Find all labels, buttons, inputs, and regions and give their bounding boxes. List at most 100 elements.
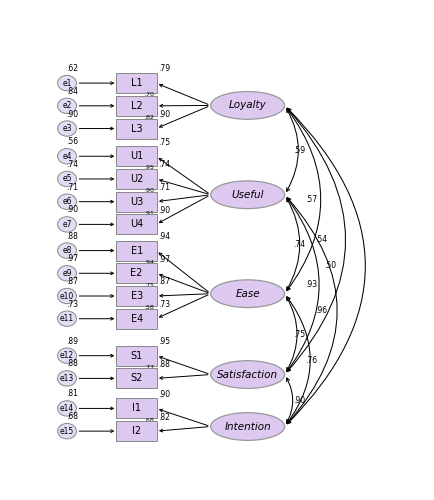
Text: .50: .50 [324, 262, 336, 270]
Text: e1: e1 [62, 78, 72, 88]
FancyBboxPatch shape [116, 368, 157, 388]
Text: .81: .81 [66, 390, 78, 398]
FancyBboxPatch shape [116, 118, 157, 139]
FancyBboxPatch shape [116, 169, 157, 189]
Text: E3: E3 [131, 291, 143, 301]
Text: .58: .58 [145, 305, 155, 310]
Text: e9: e9 [62, 269, 72, 278]
Text: .88: .88 [66, 360, 78, 368]
Ellipse shape [210, 280, 285, 307]
Ellipse shape [58, 370, 76, 386]
FancyBboxPatch shape [116, 398, 157, 418]
Text: .62: .62 [66, 64, 78, 73]
FancyBboxPatch shape [116, 192, 157, 212]
Text: .96: .96 [315, 306, 327, 315]
Text: .82: .82 [145, 115, 155, 120]
Text: e11: e11 [60, 314, 74, 323]
Text: Loyalty: Loyalty [229, 100, 266, 110]
Text: .87: .87 [158, 278, 170, 286]
FancyBboxPatch shape [116, 146, 157, 167]
Text: .79: .79 [158, 64, 170, 74]
Ellipse shape [58, 148, 76, 164]
Text: .68: .68 [66, 412, 78, 421]
FancyBboxPatch shape [116, 96, 157, 116]
Text: .90: .90 [158, 390, 170, 399]
FancyBboxPatch shape [116, 286, 157, 306]
Text: .90: .90 [158, 206, 170, 215]
Ellipse shape [58, 121, 76, 136]
Text: .59: .59 [293, 146, 305, 154]
Ellipse shape [58, 288, 76, 304]
Text: .57: .57 [305, 195, 317, 204]
Text: .56: .56 [66, 137, 78, 146]
Text: L1: L1 [131, 78, 142, 88]
Text: .97: .97 [66, 254, 78, 264]
Text: e6: e6 [62, 197, 72, 206]
Ellipse shape [210, 412, 285, 440]
Text: e2: e2 [62, 102, 72, 110]
Text: .75: .75 [293, 330, 305, 338]
Text: L2: L2 [131, 101, 142, 111]
Text: .94: .94 [158, 232, 170, 241]
Ellipse shape [58, 98, 76, 114]
Text: e4: e4 [62, 152, 72, 161]
Ellipse shape [210, 92, 285, 120]
Text: .90: .90 [66, 110, 78, 118]
Text: .74: .74 [66, 160, 78, 169]
FancyBboxPatch shape [116, 308, 157, 328]
Text: .88: .88 [158, 360, 170, 369]
Text: .74: .74 [158, 160, 170, 170]
Text: E1: E1 [131, 246, 143, 256]
Text: .90: .90 [293, 396, 305, 405]
Text: .75: .75 [158, 138, 170, 146]
Ellipse shape [58, 243, 76, 258]
FancyBboxPatch shape [116, 421, 157, 441]
Text: .97: .97 [158, 254, 170, 264]
Text: .90: .90 [158, 110, 170, 119]
Text: .76: .76 [305, 356, 317, 364]
Text: U2: U2 [130, 174, 143, 184]
Ellipse shape [58, 216, 76, 232]
Text: .71: .71 [66, 182, 78, 192]
Ellipse shape [210, 181, 285, 208]
Text: .82: .82 [158, 412, 170, 422]
Ellipse shape [58, 424, 76, 439]
Text: S2: S2 [131, 374, 143, 384]
Text: .94: .94 [145, 260, 155, 265]
Text: U1: U1 [130, 151, 143, 161]
FancyBboxPatch shape [116, 346, 157, 366]
FancyBboxPatch shape [116, 264, 157, 283]
Text: e13: e13 [60, 374, 74, 383]
Text: I2: I2 [132, 426, 141, 436]
Text: .77: .77 [145, 365, 155, 370]
Text: Intention: Intention [224, 422, 271, 432]
Text: Satisfaction: Satisfaction [217, 370, 278, 380]
Text: E2: E2 [131, 268, 143, 278]
Text: E4: E4 [131, 314, 143, 324]
Ellipse shape [58, 172, 76, 186]
Text: e8: e8 [62, 246, 72, 255]
Ellipse shape [210, 360, 285, 388]
Ellipse shape [58, 266, 76, 281]
Text: .54: .54 [315, 236, 327, 244]
Text: .89: .89 [66, 336, 78, 345]
Text: Ease: Ease [235, 288, 260, 298]
Ellipse shape [58, 400, 76, 416]
Text: e10: e10 [60, 292, 74, 300]
Ellipse shape [58, 348, 76, 364]
Text: L3: L3 [131, 124, 142, 134]
Text: .75: .75 [145, 282, 155, 288]
FancyBboxPatch shape [116, 73, 157, 93]
Text: .70: .70 [145, 92, 155, 98]
Text: .68: .68 [145, 418, 155, 422]
Text: .93: .93 [305, 280, 317, 289]
Text: U3: U3 [130, 196, 143, 206]
Text: .73: .73 [66, 300, 78, 308]
Text: .73: .73 [158, 300, 170, 309]
Text: e14: e14 [60, 404, 74, 413]
FancyBboxPatch shape [116, 240, 157, 260]
Text: .90: .90 [66, 206, 78, 214]
Ellipse shape [58, 76, 76, 91]
Text: S1: S1 [131, 350, 143, 360]
Text: .87: .87 [66, 277, 78, 286]
